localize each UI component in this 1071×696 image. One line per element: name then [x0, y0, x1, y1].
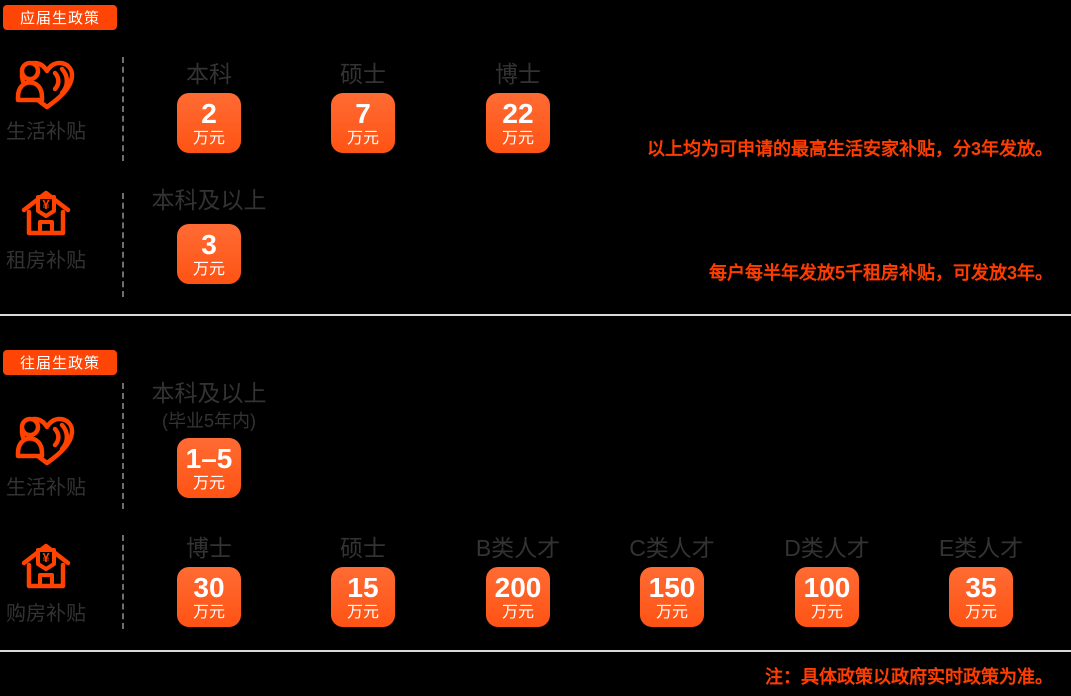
- talent-label: B类人才: [475, 535, 561, 561]
- amount-unit: 万元: [192, 129, 225, 147]
- talent-label: E类人才: [938, 535, 1024, 561]
- talent-column: B类人才 200 万元: [452, 532, 584, 627]
- amount-unit: 万元: [346, 129, 379, 147]
- amount-unit: 万元: [655, 603, 688, 621]
- amount-value: 35: [965, 571, 997, 603]
- degree-label: 本科: [186, 61, 232, 87]
- talent-column: E类人才 35 万元: [915, 532, 1047, 627]
- heart-care-icon: [15, 60, 75, 110]
- rental-subsidy-category: ¥ 租房补贴: [0, 188, 92, 273]
- degree-column: 本科 2 万元: [143, 58, 275, 153]
- amount-unit: 万元: [501, 603, 534, 621]
- degree-sublabel: (毕业5年内): [162, 411, 256, 431]
- degree-label: 硕士: [340, 61, 386, 87]
- category-label: 生活补贴: [6, 477, 86, 499]
- amount-unit: 万元: [964, 603, 997, 621]
- amount-badge: 7 万元: [331, 93, 395, 153]
- amount-value: 7: [355, 97, 371, 129]
- living-subsidy-note: 以上均为可申请的最高生活安家补贴，分3年发放。: [646, 139, 1053, 159]
- amount-badge: 22 万元: [486, 93, 550, 153]
- rental-subsidy-note: 每户每半年发放5千租房补贴，可发放3年。: [708, 263, 1053, 283]
- dashed-divider: [122, 535, 124, 629]
- amount-badge: 200 万元: [486, 567, 550, 627]
- degree-label: 本科及以上: [151, 187, 267, 213]
- amount-value: 15: [347, 571, 379, 603]
- house-yuan-icon: ¥: [21, 543, 71, 589]
- heart-care-icon: [15, 416, 75, 466]
- amount-value: 3: [201, 228, 217, 260]
- house-yuan-icon: ¥: [21, 190, 71, 236]
- degree-label: 本科及以上: [151, 380, 267, 406]
- amount-value: 100: [803, 571, 851, 603]
- yuan-glyph: ¥: [42, 197, 50, 212]
- footer-divider: [0, 650, 1071, 652]
- amount-badge: 100 万元: [795, 567, 859, 627]
- amount-value: 22: [502, 97, 534, 129]
- amount-badge: 35 万元: [949, 567, 1013, 627]
- talent-label: D类人才: [784, 535, 870, 561]
- dashed-divider: [122, 193, 124, 297]
- category-label: 租房补贴: [6, 250, 86, 272]
- amount-badge: 15 万元: [331, 567, 395, 627]
- amount-value: 1–5: [185, 442, 233, 474]
- amount-badge: 30 万元: [177, 567, 241, 627]
- fresh-graduate-policy-tag: 应届生政策: [3, 5, 117, 30]
- talent-label: 硕士: [340, 535, 386, 561]
- degree-column: 博士 22 万元: [452, 58, 584, 153]
- amount-unit: 万元: [810, 603, 843, 621]
- talent-column: D类人才 100 万元: [761, 532, 893, 627]
- living-subsidy-category: 生活补贴: [0, 56, 92, 144]
- amount-unit: 万元: [192, 474, 225, 492]
- living-subsidy-category: 生活补贴: [0, 412, 92, 500]
- amount-badge: 150 万元: [640, 567, 704, 627]
- dashed-divider: [122, 383, 124, 509]
- amount-value: 150: [648, 571, 696, 603]
- amount-value: 2: [201, 97, 217, 129]
- dashed-divider: [122, 57, 124, 161]
- amount-unit: 万元: [192, 603, 225, 621]
- talent-label: 博士: [186, 535, 232, 561]
- amount-badge: 3 万元: [177, 224, 241, 284]
- amount-value: 30: [193, 571, 225, 603]
- degree-column: 本科及以上 (毕业5年内) 1–5 万元: [143, 377, 275, 498]
- amount-value: 200: [494, 571, 542, 603]
- yuan-glyph: ¥: [42, 550, 50, 565]
- talent-label: C类人才: [629, 535, 715, 561]
- degree-column: 硕士 7 万元: [297, 58, 429, 153]
- talent-column: C类人才 150 万元: [606, 532, 738, 627]
- category-label: 购房补贴: [6, 603, 86, 625]
- amount-badge: 1–5 万元: [177, 438, 241, 498]
- talent-column: 博士 30 万元: [143, 532, 275, 627]
- degree-column: 本科及以上 3 万元: [143, 184, 275, 284]
- talent-column: 硕士 15 万元: [297, 532, 429, 627]
- amount-unit: 万元: [346, 603, 379, 621]
- previous-graduate-policy-tag: 往届生政策: [3, 350, 117, 375]
- amount-unit: 万元: [192, 260, 225, 278]
- disclaimer-note: 注：具体政策以政府实时政策为准。: [765, 667, 1053, 687]
- degree-label: 博士: [495, 61, 541, 87]
- section-divider: [0, 314, 1071, 316]
- amount-unit: 万元: [501, 129, 534, 147]
- purchase-subsidy-category: ¥ 购房补贴: [0, 541, 92, 626]
- category-label: 生活补贴: [6, 121, 86, 143]
- amount-badge: 2 万元: [177, 93, 241, 153]
